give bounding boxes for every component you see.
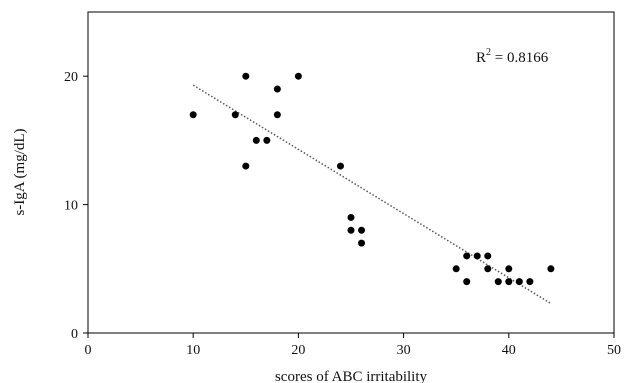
r-squared-annotation: R2 = 0.8166 bbox=[476, 47, 549, 66]
y-axis-ticks: 0 10 20 bbox=[64, 70, 88, 342]
y-tick-label: 20 bbox=[64, 70, 78, 85]
data-point bbox=[484, 252, 492, 260]
data-point bbox=[294, 72, 302, 80]
data-point bbox=[452, 265, 460, 273]
data-point bbox=[505, 278, 513, 286]
data-point bbox=[494, 278, 502, 286]
data-point bbox=[273, 85, 281, 93]
x-axis-ticks: 0 10 20 30 40 50 bbox=[85, 333, 621, 358]
data-point bbox=[358, 239, 366, 247]
data-point bbox=[347, 226, 355, 234]
r-squared-value: = 0.8166 bbox=[491, 50, 549, 66]
data-point bbox=[242, 72, 250, 80]
data-point bbox=[336, 162, 344, 170]
data-point bbox=[505, 265, 513, 273]
data-point bbox=[473, 252, 481, 260]
data-point bbox=[263, 136, 271, 144]
plot-frame bbox=[87, 11, 615, 334]
data-point bbox=[231, 111, 239, 119]
data-points bbox=[189, 72, 555, 286]
x-tick-label: 0 bbox=[85, 343, 92, 358]
data-point bbox=[242, 162, 250, 170]
data-point bbox=[358, 226, 366, 234]
y-tick-label: 10 bbox=[64, 199, 78, 214]
trendline bbox=[192, 84, 552, 305]
data-point bbox=[484, 265, 492, 273]
y-axis-label: s-IgA (mg/dL) bbox=[12, 128, 28, 215]
x-tick-label: 40 bbox=[502, 343, 516, 358]
data-point bbox=[189, 111, 197, 119]
x-tick-label: 50 bbox=[607, 343, 621, 358]
data-point bbox=[463, 252, 471, 260]
y-tick-label: 0 bbox=[71, 327, 78, 342]
data-point bbox=[463, 278, 471, 286]
r-squared-prefix: R bbox=[476, 50, 486, 66]
data-point bbox=[347, 213, 355, 221]
x-tick-label: 20 bbox=[291, 343, 305, 358]
data-point bbox=[273, 111, 281, 119]
data-point bbox=[526, 278, 534, 286]
x-tick-label: 10 bbox=[186, 343, 200, 358]
r-squared-superscript: 2 bbox=[486, 47, 491, 58]
data-point bbox=[547, 265, 555, 273]
x-tick-label: 30 bbox=[397, 343, 411, 358]
data-point bbox=[252, 136, 260, 144]
data-point bbox=[515, 278, 523, 286]
x-axis-label: scores of ABC irritability bbox=[275, 369, 428, 383]
